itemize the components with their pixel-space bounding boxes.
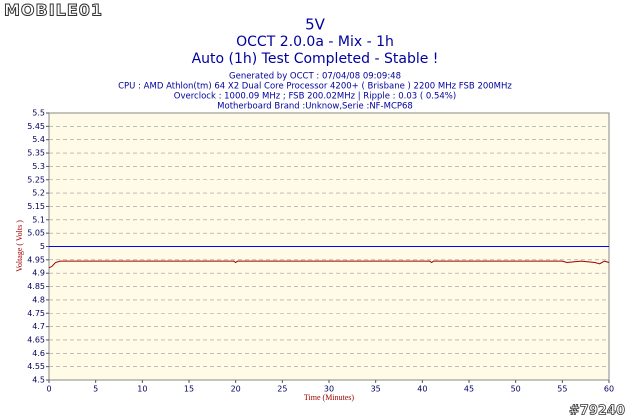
info-line: Generated by OCCT : 07/04/08 09:09:48 (229, 72, 401, 82)
x-tick-label: 30 (324, 385, 334, 394)
y-tick-label: 4.8 (32, 295, 45, 304)
x-tick-label: 55 (557, 385, 567, 394)
y-tick-label: 5.3 (32, 162, 45, 171)
y-tick-label: 5.35 (27, 149, 45, 158)
y-tick-label: 4.65 (27, 335, 45, 344)
chart-title: 5V (305, 16, 326, 34)
watermark-id: #79240 (569, 404, 625, 419)
y-tick-label: 4.9 (32, 269, 45, 278)
x-tick-label: 45 (464, 385, 474, 394)
x-tick-label: 50 (511, 385, 521, 394)
y-tick-label: 4.7 (32, 322, 45, 331)
info-line: CPU : AMD Athlon(tm) 64 X2 Dual Core Pro… (118, 82, 512, 92)
y-axis-label: Voltage ( Volts ) (15, 220, 24, 272)
x-tick-label: 20 (231, 385, 241, 394)
x-tick-label: 60 (604, 385, 614, 394)
x-tick-label: 40 (417, 385, 427, 394)
x-tick-label: 25 (277, 385, 287, 394)
y-tick-label: 4.95 (27, 255, 45, 264)
x-tick-label: 15 (184, 385, 194, 394)
watermark-logo: MOBILE01 (4, 1, 103, 20)
y-tick-label: 5.25 (27, 175, 45, 184)
y-tick-label: 4.75 (27, 309, 45, 318)
y-tick-label: 5.4 (32, 135, 45, 144)
x-tick-label: 10 (137, 385, 147, 394)
data-line (48, 260, 610, 269)
x-tick-label: 0 (46, 385, 51, 394)
chart-status: Auto (1h) Test Completed - Stable ! (192, 51, 439, 67)
chart-subtitle: OCCT 2.0.0a - Mix - 1h (236, 34, 394, 50)
y-tick-label: 5 (40, 242, 45, 251)
y-tick-label: 5.45 (27, 122, 45, 131)
x-tick-label: 35 (371, 385, 381, 394)
y-tick-label: 5.5 (32, 109, 45, 118)
x-tick-label: 5 (93, 385, 98, 394)
y-tick-label: 5.1 (32, 215, 45, 224)
info-line: Motherboard Brand :Unknow,Serie :NF-MCP6… (217, 102, 413, 112)
x-axis-label: Time (Minutes) (304, 393, 354, 402)
y-tick-label: 5.2 (32, 189, 45, 198)
y-tick-label: 4.55 (27, 362, 45, 371)
y-tick-label: 4.5 (32, 376, 45, 385)
y-tick-label: 4.6 (32, 349, 45, 358)
y-tick-label: 5.05 (27, 229, 45, 238)
y-tick-label: 4.85 (27, 282, 45, 291)
info-line: Overclock : 1000.09 MHz ; FSB 200.02MHz … (174, 92, 456, 102)
y-tick-label: 5.15 (27, 202, 45, 211)
